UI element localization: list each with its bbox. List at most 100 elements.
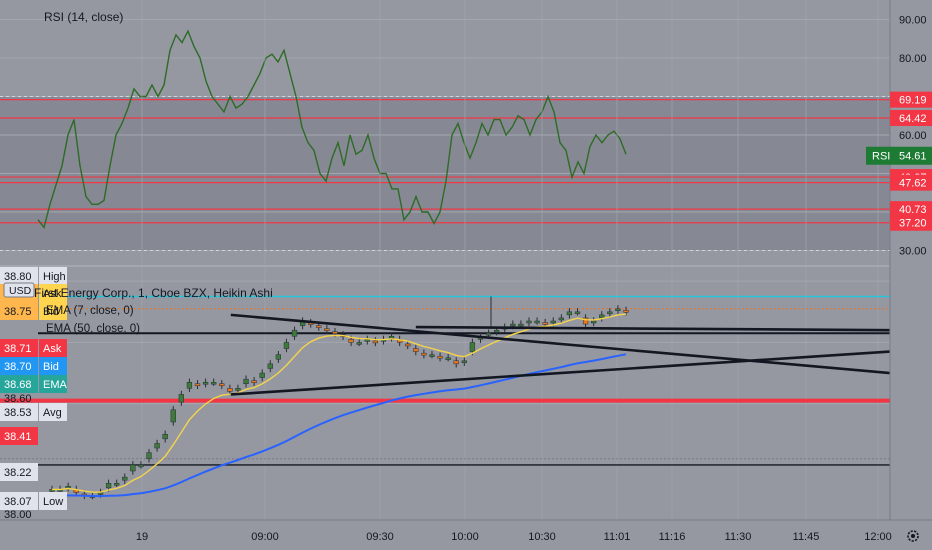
candle-body bbox=[461, 360, 467, 364]
candle-body bbox=[283, 342, 290, 349]
price-badge bbox=[0, 339, 38, 357]
candle-body bbox=[534, 320, 540, 324]
rsi-level-badge bbox=[890, 201, 932, 218]
price-badge-value: 38.68 bbox=[4, 379, 32, 391]
candle-body bbox=[324, 328, 330, 331]
price-title: First Energy Corp., 1, Cboe BZX, Heikin … bbox=[34, 286, 273, 300]
time-axis-bg bbox=[0, 520, 932, 550]
price-badge-tag-bg bbox=[39, 302, 67, 320]
candle-body bbox=[429, 354, 435, 357]
rsi-pane[interactable] bbox=[0, 19, 890, 251]
trendline[interactable] bbox=[230, 313, 891, 375]
trendline[interactable] bbox=[230, 350, 891, 396]
candle-body bbox=[510, 323, 516, 327]
trendline[interactable] bbox=[415, 325, 891, 332]
candle-body bbox=[114, 483, 120, 486]
price-axis[interactable]: 90.0080.0070.0060.0050.0040.0030.0069.19… bbox=[866, 0, 932, 520]
candle-body bbox=[219, 383, 225, 387]
candle-body bbox=[485, 332, 492, 336]
price-badge-value: 38.41 bbox=[4, 431, 32, 443]
candle-body bbox=[558, 317, 564, 321]
time-tick-label: 19 bbox=[136, 531, 148, 543]
time-tick-label: 11:01 bbox=[604, 531, 631, 543]
rsi-tick-label: 60.00 bbox=[899, 130, 927, 142]
time-tick-label: 10:00 bbox=[451, 531, 479, 543]
currency-badge[interactable] bbox=[3, 282, 35, 298]
candle-body bbox=[130, 464, 136, 472]
time-tick-label: 09:30 bbox=[366, 531, 394, 543]
price-badge-tag: Bid bbox=[43, 306, 59, 318]
candle-body bbox=[405, 343, 411, 347]
price-badge-tag: Ask bbox=[43, 343, 62, 355]
price-axis-bg bbox=[890, 0, 932, 520]
price-badge-tag: Ask bbox=[43, 288, 62, 300]
price-badge bbox=[0, 492, 38, 510]
candle-body bbox=[170, 409, 176, 423]
rsi-level-label: 40.73 bbox=[899, 204, 927, 216]
legend: RSI (14, close) First Energy Corp., 1, C… bbox=[34, 10, 273, 335]
price-tick-label: 38.60 bbox=[4, 393, 32, 405]
candle-body bbox=[388, 336, 395, 339]
candle-body bbox=[445, 357, 451, 360]
candle-body bbox=[566, 311, 573, 316]
ema-slow-legend: EMA (50, close, 0) bbox=[46, 323, 140, 335]
price-pane[interactable]: 38.80High38.75Ask38.75Bid38.71Ask38.70Bi… bbox=[0, 0, 932, 527]
gear-icon[interactable] bbox=[907, 530, 919, 542]
price-badge bbox=[0, 267, 38, 285]
price-badge-value: 38.71 bbox=[4, 343, 32, 355]
rsi-tick-label: 90.00 bbox=[899, 15, 927, 27]
candle-body bbox=[591, 320, 597, 324]
candle-body bbox=[227, 388, 233, 392]
rsi-level-label: 37.20 bbox=[899, 218, 927, 230]
rsi-tick-label: 30.00 bbox=[899, 245, 927, 257]
candle-body bbox=[469, 342, 476, 352]
candle-body bbox=[526, 320, 532, 324]
price-badge-tag: Bid bbox=[43, 361, 59, 373]
candle-body bbox=[186, 381, 193, 389]
candle-body bbox=[251, 380, 257, 383]
rsi-current-badge bbox=[866, 146, 932, 165]
candle-body bbox=[211, 381, 217, 385]
candle-body bbox=[348, 339, 354, 343]
price-badge-value: 38.53 bbox=[4, 407, 32, 419]
price-badge bbox=[0, 403, 38, 421]
price-badge-tag-bg bbox=[39, 403, 67, 421]
rsi-level-badge bbox=[890, 91, 932, 108]
rsi-current-value: 54.61 bbox=[899, 151, 927, 163]
price-badge-tag: Avg bbox=[43, 407, 62, 419]
candle-body bbox=[582, 317, 589, 325]
candle-body bbox=[235, 388, 241, 391]
time-tick-label: 09:00 bbox=[251, 531, 279, 543]
candle-body bbox=[105, 483, 112, 489]
candle-body bbox=[259, 372, 265, 378]
rsi-level-badge bbox=[890, 214, 932, 231]
rsi-level-badge bbox=[890, 109, 932, 126]
candle-body bbox=[202, 381, 209, 385]
candle-body bbox=[542, 322, 548, 325]
candle-body bbox=[275, 354, 282, 360]
rsi-level-label: 69.19 bbox=[899, 95, 927, 107]
price-badge-tag: EMA bbox=[43, 379, 68, 391]
price-badge-tag-bg bbox=[39, 284, 67, 302]
candle-body bbox=[178, 394, 185, 403]
price-badge-value: 38.07 bbox=[4, 496, 32, 508]
time-tick-label: 11:30 bbox=[725, 531, 752, 543]
gear-outer bbox=[907, 530, 919, 542]
time-axis[interactable]: 19 09:00 09:30 10:00 10:30 11:01 11:16 11:30 11:… bbox=[0, 519, 932, 550]
rsi-title: RSI (14, close) bbox=[44, 10, 123, 24]
price-badge bbox=[0, 463, 38, 481]
price-badge-tag-bg bbox=[39, 339, 67, 357]
candle-body bbox=[316, 325, 322, 328]
candle-body bbox=[493, 329, 500, 333]
candle-body bbox=[332, 331, 338, 334]
price-badge-value: 38.75 bbox=[4, 306, 32, 318]
price-badge-value: 38.80 bbox=[4, 271, 32, 283]
rsi-tick-label: 80.00 bbox=[899, 53, 927, 65]
candle-body bbox=[574, 311, 581, 315]
rsi-line bbox=[37, 29, 627, 229]
candle-body bbox=[413, 348, 419, 352]
price-tick-label: 38.00 bbox=[4, 509, 32, 521]
price-badge-tag-bg bbox=[39, 375, 67, 393]
candle-body bbox=[356, 342, 362, 345]
